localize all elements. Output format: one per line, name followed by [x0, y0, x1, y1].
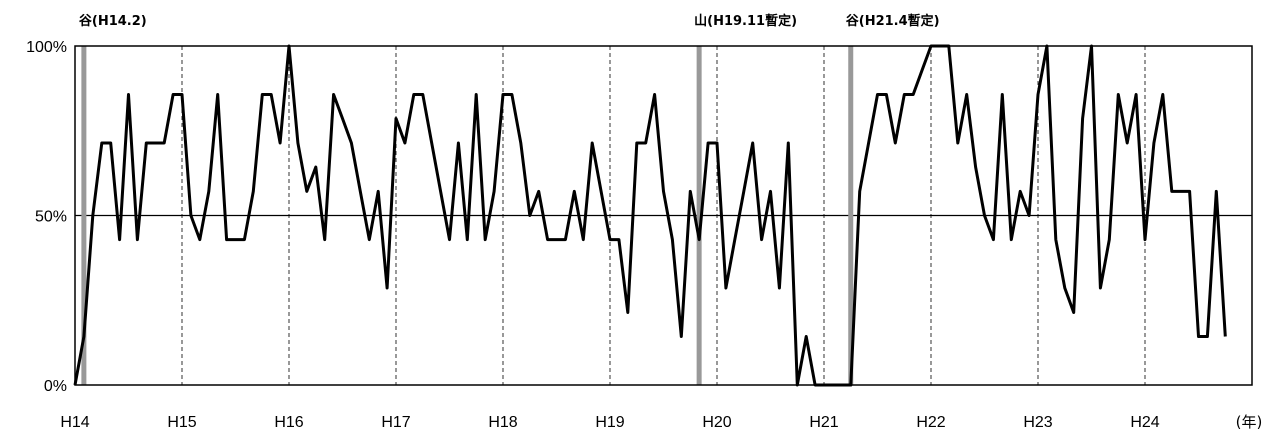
y-tick-label: 50%: [35, 209, 67, 226]
y-tick-label: 0%: [44, 378, 67, 395]
x-tick-label: H15: [167, 414, 196, 431]
plot-frame: [74, 45, 1253, 386]
turning-point-label: 山(H19.11暫定): [694, 13, 797, 29]
turning-point-label: 谷(H14.2): [79, 13, 147, 29]
x-tick-label: H22: [916, 414, 945, 431]
series-line: [73, 44, 1227, 387]
x-axis-unit-label: (年): [1236, 413, 1263, 431]
x-tick-label: H24: [1130, 414, 1159, 431]
x-tick-label: H17: [381, 414, 410, 431]
x-tick-label: H19: [595, 414, 624, 431]
turning-point-label: 谷(H21.4暫定): [846, 13, 940, 29]
x-tick-label: H20: [702, 414, 731, 431]
y-tick-label: 100%: [26, 39, 67, 56]
y-axis-tick-labels: 0% 50% 100%: [26, 39, 67, 395]
x-tick-label: H14: [60, 414, 89, 431]
turning-point-labels: 谷(H14.2) 山(H19.11暫定) 谷(H21.4暫定): [79, 13, 940, 29]
x-tick-label: H16: [274, 414, 303, 431]
x-tick-label: H21: [809, 414, 838, 431]
x-tick-label: H18: [488, 414, 517, 431]
x-axis-tick-labels: H14 H15 H16 H17 H18 H19 H20 H21 H22 H23 H24: [60, 414, 1159, 431]
x-tick-label: H23: [1023, 414, 1052, 431]
